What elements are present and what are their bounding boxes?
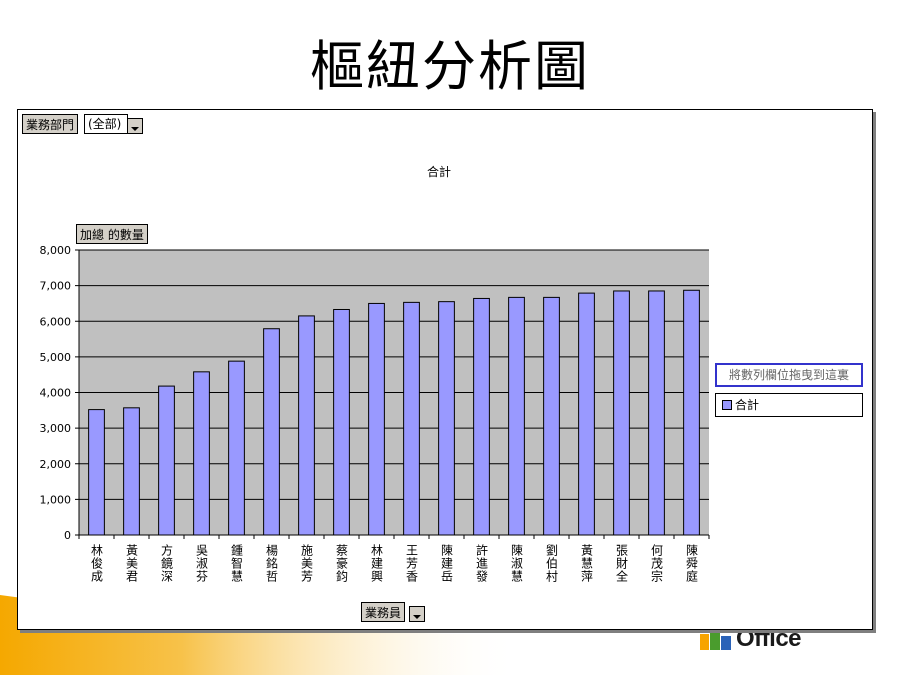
- data-field-button[interactable]: 加總 的數量: [76, 224, 148, 244]
- x-tick-label: 鍾智慧: [230, 544, 244, 583]
- category-field-dropdown-arrow[interactable]: [409, 606, 425, 622]
- x-tick-label: 楊銘哲: [265, 543, 279, 583]
- bar-9: [368, 302, 385, 536]
- x-tick-label: 吳淑芬: [195, 544, 209, 583]
- bar-6: [263, 328, 280, 536]
- bar-17: [648, 290, 665, 536]
- x-tick-label: 林俊成: [90, 544, 104, 583]
- bar-10: [403, 301, 420, 536]
- chevron-down-icon: [413, 614, 421, 619]
- bar-16: [613, 290, 630, 536]
- bar-7: [298, 315, 315, 536]
- bar-4: [193, 371, 210, 536]
- bar-18: [683, 289, 700, 536]
- x-tick-label: 陳建岳: [440, 544, 454, 583]
- series-drop-zone[interactable]: 將數列欄位拖曳到這裏: [715, 363, 863, 387]
- x-tick-label: 何茂宗: [650, 544, 664, 583]
- office-logo-icon: [700, 630, 731, 650]
- y-tick-label: 3,000: [40, 422, 72, 435]
- x-tick-label: 陳淑慧: [510, 544, 524, 583]
- x-tick-label: 黃美君: [125, 544, 139, 583]
- bar-3: [158, 385, 175, 536]
- category-field-button[interactable]: 業務員: [361, 602, 406, 622]
- x-tick-label: 蔡豪鈞: [335, 544, 349, 583]
- slide-title: 樞紐分析圖: [310, 35, 590, 98]
- y-tick-label: 6,000: [40, 315, 72, 328]
- y-tick-label: 1,000: [40, 493, 72, 506]
- y-tick-label: 4,000: [40, 387, 72, 400]
- bar-1: [88, 409, 105, 536]
- bar-12: [473, 297, 490, 536]
- y-tick-label: 2,000: [40, 458, 72, 471]
- chart-title: 合計: [427, 164, 451, 179]
- legend-label: 合計: [735, 398, 760, 412]
- x-tick-label: 方鏡深: [160, 543, 174, 583]
- bar-11: [438, 301, 455, 536]
- x-tick-label: 許進發: [475, 544, 489, 583]
- bar-5: [228, 360, 245, 536]
- y-tick-label: 8,000: [40, 244, 72, 257]
- bar-chart: 合計 0 1,000 2,000 3,000 4,000 5,000 6,000 7,000 8,…: [40, 164, 710, 583]
- bar-15: [578, 292, 595, 536]
- x-tick-label: 林建興: [370, 544, 384, 583]
- chevron-down-icon: [131, 126, 139, 131]
- bar-8: [333, 308, 350, 536]
- legend-swatch: [722, 400, 732, 410]
- x-tick-label: 黃慧萍: [580, 544, 594, 583]
- legend: 合計: [715, 393, 863, 417]
- x-tick-label: 劉伯村: [545, 543, 559, 583]
- x-tick-label: 施美芳: [300, 544, 314, 583]
- x-tick-label: 張財全: [615, 544, 629, 583]
- page-field-button[interactable]: 業務部門: [22, 114, 79, 134]
- page-field-dropdown-arrow[interactable]: [127, 118, 143, 134]
- bar-14: [543, 296, 560, 536]
- bar-2: [123, 407, 140, 536]
- y-tick-label: 5,000: [40, 351, 72, 364]
- pivot-chart-window: 業務部門 (全部) 加總 的數量 合計 0 1,000 2,000 3,000 4,000…: [17, 109, 873, 630]
- y-tick-label: 0: [64, 529, 71, 542]
- bar-13: [508, 296, 525, 536]
- y-tick-label: 7,000: [40, 280, 72, 293]
- x-tick-label: 陳舜庭: [685, 544, 699, 583]
- page-field-value[interactable]: (全部): [84, 114, 128, 134]
- x-tick-label: 王芳香: [405, 544, 419, 583]
